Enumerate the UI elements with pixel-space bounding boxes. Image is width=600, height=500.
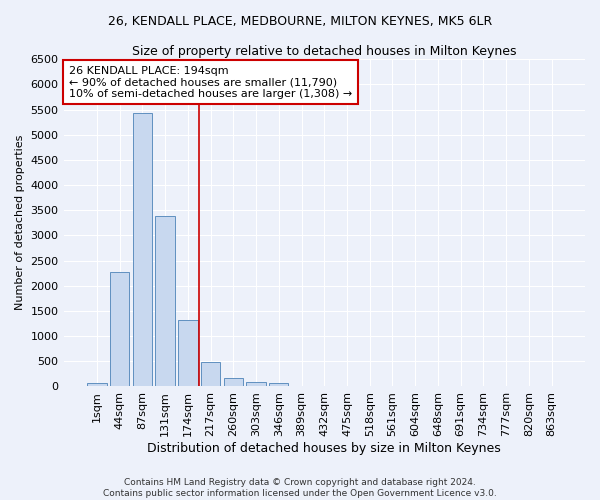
Bar xyxy=(155,216,175,386)
X-axis label: Distribution of detached houses by size in Milton Keynes: Distribution of detached houses by size … xyxy=(148,442,501,455)
Bar xyxy=(201,362,220,386)
Text: 26 KENDALL PLACE: 194sqm
← 90% of detached houses are smaller (11,790)
10% of se: 26 KENDALL PLACE: 194sqm ← 90% of detach… xyxy=(69,66,352,99)
Title: Size of property relative to detached houses in Milton Keynes: Size of property relative to detached ho… xyxy=(132,45,517,58)
Bar xyxy=(110,272,130,386)
Bar xyxy=(87,383,107,386)
Text: Contains HM Land Registry data © Crown copyright and database right 2024.
Contai: Contains HM Land Registry data © Crown c… xyxy=(103,478,497,498)
Bar xyxy=(178,320,197,386)
Bar xyxy=(133,113,152,386)
Bar xyxy=(224,378,243,386)
Y-axis label: Number of detached properties: Number of detached properties xyxy=(15,135,25,310)
Bar xyxy=(269,384,289,386)
Text: 26, KENDALL PLACE, MEDBOURNE, MILTON KEYNES, MK5 6LR: 26, KENDALL PLACE, MEDBOURNE, MILTON KEY… xyxy=(108,15,492,28)
Bar xyxy=(247,382,266,386)
